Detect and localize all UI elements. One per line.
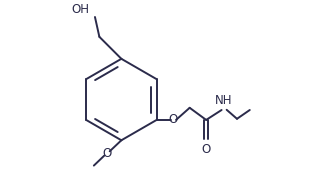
Text: OH: OH	[71, 3, 90, 16]
Text: NH: NH	[215, 94, 232, 107]
Text: O: O	[102, 147, 112, 160]
Text: O: O	[202, 143, 211, 156]
Text: O: O	[168, 113, 178, 126]
